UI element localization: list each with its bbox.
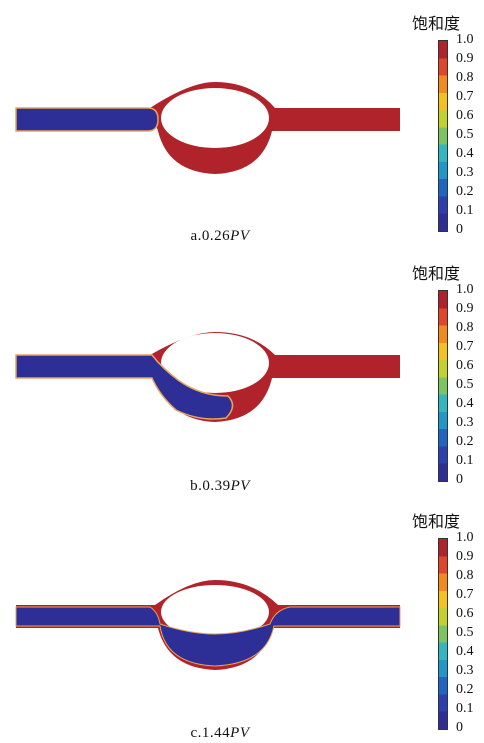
tick-label: 0.9 — [456, 301, 474, 316]
tick-label: 1.0 — [456, 32, 474, 47]
tick-label: 0 — [456, 472, 463, 487]
legend-a: 饱和度 1.0 0.9 0.8 0.7 0.6 0.5 0.4 0.3 0.2 0.1 0 — [412, 10, 484, 240]
tick-label: 0.6 — [456, 606, 474, 621]
tick-label: 0.1 — [456, 203, 474, 218]
caption-b: b.0.39PV — [190, 478, 250, 494]
tick-label: 0.3 — [456, 663, 474, 678]
solid-grain — [161, 585, 269, 639]
tick-label: 0.2 — [456, 184, 474, 199]
tick-label: 0.1 — [456, 453, 474, 468]
tick-label: 0.4 — [456, 644, 474, 659]
tick-label: 0 — [456, 222, 463, 237]
solid-grain — [161, 88, 269, 148]
panel-c: c.1.44PV 饱和度 1.0 0.9 0.8 0.7 0.6 0.5 0.4 0.3 0.2… — [0, 500, 484, 743]
legend-c: 饱和度 1.0 0.9 0.8 0.7 0.6 0.5 0.4 0.3 0.2 0.1 0 — [412, 508, 484, 738]
panel-b: b.0.39PV 饱和度 1.0 0.9 0.8 0.7 0.6 0.5 0.4 0.3 0.2… — [0, 250, 484, 500]
tick-label: 0.7 — [456, 89, 474, 104]
water-phase — [15, 606, 401, 667]
tick-label: 0.6 — [456, 108, 474, 123]
tick-label: 0.8 — [456, 320, 474, 335]
tick-label: 0.6 — [456, 358, 474, 373]
tick-label: 1.0 — [456, 282, 474, 297]
tick-label: 0.4 — [456, 396, 474, 411]
left-throat-and-pore-water — [15, 354, 234, 420]
legend-title: 饱和度 — [412, 14, 461, 33]
tick-label: 0.9 — [456, 549, 474, 564]
tick-label: 0.7 — [456, 339, 474, 354]
left-throat-water — [15, 107, 159, 132]
colorbar — [438, 538, 448, 730]
caption-c: c.1.44PV — [190, 725, 250, 741]
pore-throat-model-a — [15, 82, 400, 174]
tick-label: 0.5 — [456, 127, 474, 142]
colorbar — [438, 290, 448, 482]
tick-label: 0.5 — [456, 377, 474, 392]
tick-label: 0.8 — [456, 568, 474, 583]
legend-title: 饱和度 — [412, 264, 461, 283]
right-throat-oil — [272, 108, 400, 131]
pore-throat-model-c — [15, 580, 401, 670]
tick-label: 0.9 — [456, 51, 474, 66]
tick-label: 0.1 — [456, 701, 474, 716]
tick-label: 0.4 — [456, 146, 474, 161]
legend-b: 饱和度 1.0 0.9 0.8 0.7 0.6 0.5 0.4 0.3 0.2 0.1 0 — [412, 260, 484, 490]
pore-throat-model-b — [15, 332, 400, 422]
tick-label: 0.2 — [456, 682, 474, 697]
legend-title: 饱和度 — [412, 512, 461, 531]
tick-label: 0.7 — [456, 587, 474, 602]
tick-label: 0.3 — [456, 415, 474, 430]
caption-a: a.0.26PV — [190, 228, 250, 244]
tick-label: 1.0 — [456, 530, 474, 545]
tick-label: 0.2 — [456, 434, 474, 449]
colorbar — [438, 40, 448, 232]
panel-a: a.0.26PV 饱和度 1.0 0.9 0.8 0.7 0.6 0.5 0.4 0.3 0.2… — [0, 0, 484, 250]
tick-label: 0.8 — [456, 70, 474, 85]
tick-label: 0.3 — [456, 165, 474, 180]
tick-label: 0.5 — [456, 625, 474, 640]
tick-label: 0 — [456, 720, 463, 735]
solid-grain — [161, 333, 269, 393]
